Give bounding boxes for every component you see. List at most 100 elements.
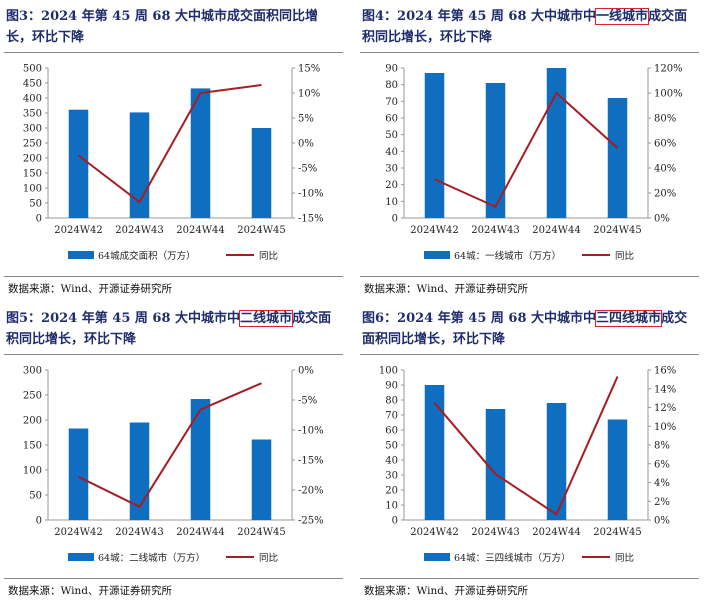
- bar: [424, 385, 445, 520]
- left-tick-label: 20: [385, 486, 398, 497]
- title-part: 图5：2024 年第 45 周 68 大中城市中: [6, 311, 241, 326]
- left-tick-label: 90: [385, 381, 398, 392]
- x-tick-label: 2024W42: [410, 527, 458, 538]
- x-tick-label: 2024W42: [410, 225, 458, 236]
- bar: [129, 422, 150, 520]
- right-tick-label: 12%: [654, 403, 676, 414]
- title-part: 成交面积: [362, 311, 688, 347]
- left-tick-label: 0: [36, 214, 42, 225]
- left-tick-label: 60: [385, 114, 398, 125]
- left-tick-label: 40: [385, 147, 398, 158]
- left-tick-label: 350: [23, 109, 42, 120]
- right-tick-label: 4%: [654, 478, 670, 489]
- chart-title-3: 图5：2024 年第 45 周 68 大中城市中二线城市成交面积同比增长，环比下…: [6, 308, 344, 350]
- right-tick-label: 20%: [654, 189, 676, 200]
- left-tick-label: 300: [23, 366, 42, 377]
- title-part: 图6：2024 年第 45 周 68 大中城市中: [362, 311, 597, 326]
- left-tick-label: 30: [385, 164, 398, 175]
- bar: [68, 109, 89, 218]
- left-tick-label: 20: [385, 180, 398, 191]
- bar-line-chart-1: 0 50 100 150 200 250 300 350 400 450 500 -15% -10% -5…: [23, 64, 324, 263]
- left-tick-label: 250: [23, 139, 42, 150]
- title-part: 图3：2024 年第 45 周 68 大中城市成交面积同比增长，: [6, 9, 319, 45]
- right-tick-label: 10%: [654, 422, 676, 433]
- chart-title-1: 图3：2024 年第 45 周 68 大中城市成交面积同比增长，环比下降: [6, 6, 344, 48]
- right-tick-label: -25%: [298, 516, 324, 527]
- bar: [546, 68, 567, 218]
- chart-panel-4: 图6：2024 年第 45 周 68 大中城市中三四线城市成交面积同比增长，环比…: [356, 302, 701, 604]
- yoy-line: [433, 376, 619, 516]
- title-part: 成交面积: [362, 9, 688, 45]
- legend-line-label: 同比: [259, 250, 278, 262]
- bar: [485, 83, 506, 218]
- left-tick-label: 0: [36, 516, 42, 527]
- title-part: 图4：2024 年第 45 周 68 大中城市中: [362, 9, 597, 24]
- legend-bar-swatch: [424, 553, 450, 561]
- left-tick-label: 10: [385, 501, 398, 512]
- right-tick-label: 60%: [654, 139, 676, 150]
- right-tick-label: 0%: [654, 516, 670, 527]
- left-tick-label: 60: [385, 426, 398, 437]
- divider: [4, 578, 343, 579]
- title-highlight: 一线城市: [595, 8, 650, 25]
- bar-line-chart-4: 0 10 20 30 40 50 60 70 80 90 100 0% 2% 4% 6% 8% 10% 12% 14…: [379, 366, 676, 565]
- legend-bar-label: 64城：一线城市（万方）: [454, 250, 561, 262]
- left-tick-label: 300: [23, 124, 42, 135]
- left-tick-label: 150: [23, 169, 42, 180]
- left-tick-label: 0: [392, 214, 398, 225]
- legend-line-label: 同比: [615, 552, 634, 564]
- chart-title-4: 图6：2024 年第 45 周 68 大中城市中三四线城市成交面积同比增长，环比…: [362, 308, 700, 350]
- x-tick-label: 2024W42: [54, 527, 102, 538]
- yoy-line: [78, 382, 262, 509]
- right-tick-label: 0%: [298, 139, 314, 150]
- right-tick-label: 100%: [654, 89, 683, 100]
- right-tick-label: 2%: [654, 497, 670, 508]
- left-tick-label: 400: [23, 94, 42, 105]
- right-tick-label: 16%: [654, 366, 676, 377]
- left-tick-label: 150: [23, 441, 42, 452]
- divider: [360, 276, 699, 277]
- x-tick-label: 2024W44: [532, 225, 580, 236]
- bar: [546, 403, 567, 520]
- left-tick-label: 200: [23, 416, 42, 427]
- x-tick-label: 2024W44: [176, 527, 224, 538]
- bar-line-chart-2: 0 10 20 30 40 50 60 70 80 90 0% 20% 40% 60% 80% 100% 120…: [385, 64, 683, 263]
- bar: [607, 419, 628, 520]
- source-note-1: 数据来源：Wind、开源证券研究所: [8, 283, 172, 295]
- left-tick-label: 80: [385, 80, 398, 91]
- chart-panel-1: 图3：2024 年第 45 周 68 大中城市成交面积同比增长，环比下降 0 50…: [0, 0, 345, 302]
- left-tick-label: 90: [385, 64, 398, 75]
- right-tick-label: 5%: [298, 114, 314, 125]
- x-tick-label: 2024W45: [593, 527, 641, 538]
- x-tick-label: 2024W45: [237, 225, 285, 236]
- right-tick-label: 0%: [654, 214, 670, 225]
- title-part: 同比增长，环比下降: [375, 30, 493, 45]
- bar: [424, 73, 445, 218]
- bar: [68, 428, 89, 520]
- x-tick-label: 2024W43: [115, 225, 163, 236]
- divider: [360, 578, 699, 579]
- source-note-2: 数据来源：Wind、开源证券研究所: [364, 283, 528, 295]
- left-tick-label: 100: [23, 184, 42, 195]
- legend-line-label: 同比: [615, 250, 634, 262]
- left-tick-label: 30: [385, 471, 398, 482]
- left-tick-label: 50: [29, 199, 42, 210]
- legend-bar-label: 64城成交面积（万方）: [98, 250, 196, 262]
- left-tick-label: 40: [385, 456, 398, 467]
- chart-panel-3: 图5：2024 年第 45 周 68 大中城市中二线城市成交面积同比增长，环比下…: [0, 302, 345, 604]
- chart-title-2: 图4：2024 年第 45 周 68 大中城市中一线城市成交面积同比增长，环比下…: [362, 6, 700, 48]
- title-highlight: 三四线城市: [595, 310, 663, 327]
- right-tick-label: 0%: [298, 366, 314, 377]
- left-tick-label: 80: [385, 396, 398, 407]
- right-tick-label: 15%: [298, 64, 320, 75]
- right-tick-label: 40%: [654, 164, 676, 175]
- left-tick-label: 200: [23, 154, 42, 165]
- title-part: 成交面积: [6, 311, 332, 347]
- legend-bar-swatch: [68, 553, 94, 561]
- x-tick-label: 2024W43: [471, 225, 519, 236]
- right-tick-label: 6%: [654, 459, 670, 470]
- right-tick-label: 80%: [654, 114, 676, 125]
- legend-line-label: 同比: [259, 552, 278, 564]
- legend-bar-swatch: [424, 251, 450, 259]
- left-tick-label: 10: [385, 197, 398, 208]
